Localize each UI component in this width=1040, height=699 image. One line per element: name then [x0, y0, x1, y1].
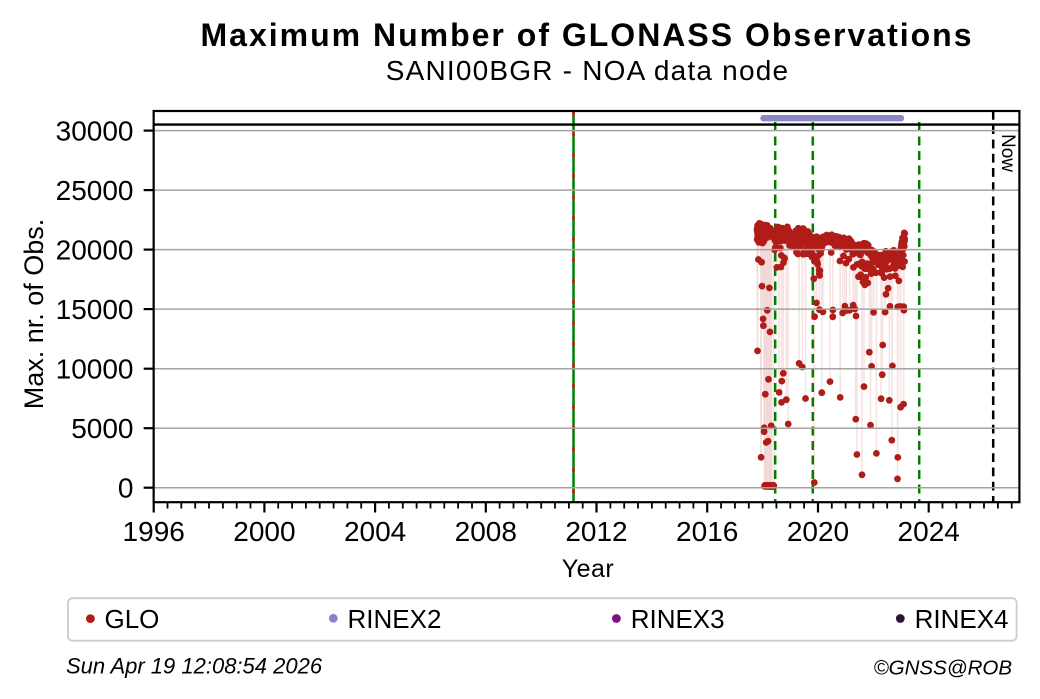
svg-text:RINEX3: RINEX3	[631, 604, 725, 634]
svg-text:2012: 2012	[565, 516, 627, 547]
svg-text:Maximum Number of GLONASS Obse: Maximum Number of GLONASS Observations	[200, 17, 973, 53]
svg-text:GLO: GLO	[105, 604, 160, 634]
svg-text:2024: 2024	[898, 516, 960, 547]
svg-text:Year: Year	[562, 555, 615, 583]
svg-text:Max. nr. of Obs.: Max. nr. of Obs.	[19, 219, 49, 410]
svg-text:30000: 30000	[56, 116, 134, 147]
svg-text:15000: 15000	[56, 294, 134, 325]
svg-text:10000: 10000	[56, 354, 134, 385]
svg-text:20000: 20000	[56, 235, 134, 266]
svg-text:Sun Apr 19 12:08:54 2026: Sun Apr 19 12:08:54 2026	[66, 654, 323, 679]
svg-text:SANI00BGR - NOA data node: SANI00BGR - NOA data node	[386, 55, 790, 86]
svg-text:RINEX2: RINEX2	[348, 604, 442, 634]
svg-text:RINEX4: RINEX4	[915, 604, 1009, 634]
svg-text:2004: 2004	[344, 516, 406, 547]
svg-text:25000: 25000	[56, 175, 134, 206]
svg-text:2000: 2000	[233, 516, 295, 547]
svg-text:©GNSS@ROB: ©GNSS@ROB	[874, 657, 1012, 680]
svg-text:0: 0	[118, 473, 134, 504]
svg-text:Now: Now	[997, 134, 1018, 172]
svg-text:5000: 5000	[71, 413, 133, 444]
svg-text:2016: 2016	[676, 516, 738, 547]
svg-text:1996: 1996	[123, 516, 185, 547]
svg-text:2008: 2008	[455, 516, 517, 547]
svg-text:2020: 2020	[787, 516, 849, 547]
